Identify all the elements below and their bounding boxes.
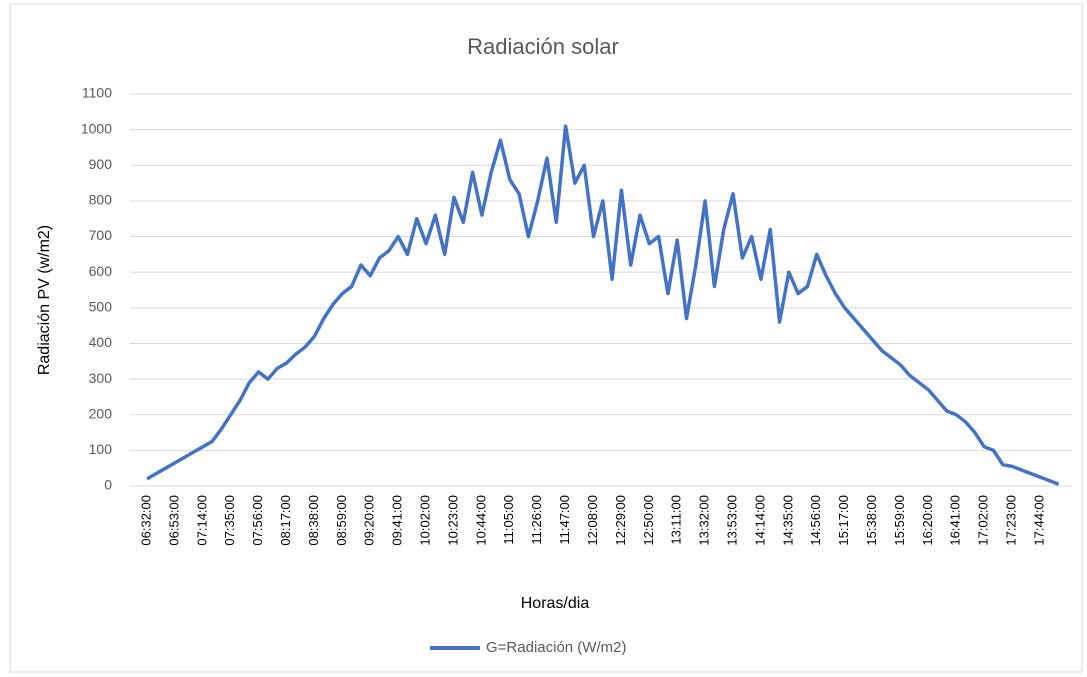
- y-tick-label: 1100: [82, 85, 112, 101]
- x-tick-label: 14:35:00: [780, 495, 795, 546]
- y-tick-label: 200: [89, 405, 113, 421]
- x-tick-label: 13:53:00: [724, 495, 739, 546]
- y-tick-label: 800: [89, 192, 113, 208]
- x-tick-label: 11:26:00: [529, 495, 544, 545]
- x-tick-label: 10:44:00: [473, 495, 488, 546]
- x-tick-label: 11:05:00: [501, 495, 516, 545]
- x-tick-label: 06:53:00: [166, 495, 181, 546]
- x-tick-label: 06:32:00: [138, 495, 153, 546]
- y-tick-label: 0: [104, 477, 112, 493]
- data-line: [146, 124, 1060, 486]
- legend-label: G=Radiación (W/m2): [486, 639, 626, 656]
- x-tick-label: 09:20:00: [362, 495, 377, 546]
- x-tick-label: 15:38:00: [864, 495, 879, 546]
- x-tick-label: 12:08:00: [585, 495, 600, 546]
- x-tick-label: 12:50:00: [641, 495, 656, 546]
- x-tick-label: 10:02:00: [418, 495, 433, 546]
- x-tick-label: 15:59:00: [892, 495, 907, 546]
- y-axis-title: Radiación PV (w/m2): [36, 225, 53, 375]
- x-tick-label: 11:47:00: [557, 495, 572, 545]
- y-tick-label: 600: [89, 263, 113, 279]
- x-tick-label: 17:23:00: [1004, 495, 1019, 546]
- x-tick-label: 08:59:00: [334, 495, 349, 546]
- chart-title: Radiación solar: [467, 34, 619, 59]
- x-tick-label: 14:14:00: [752, 495, 767, 546]
- y-tick-label: 400: [89, 334, 113, 350]
- x-tick-label: 17:02:00: [976, 495, 991, 546]
- y-tick-label: 1000: [81, 120, 112, 136]
- x-tick-label: 07:56:00: [250, 495, 265, 546]
- y-tick-label: 100: [89, 441, 113, 457]
- y-tick-label: 500: [89, 299, 113, 315]
- x-tick-label: 13:32:00: [697, 495, 712, 546]
- x-tick-label: 10:23:00: [445, 495, 460, 546]
- x-tick-label: 08:17:00: [278, 495, 293, 546]
- x-tick-label: 07:35:00: [222, 495, 237, 546]
- x-tick-label: 13:11:00: [669, 495, 684, 545]
- x-tick-label: 08:38:00: [306, 495, 321, 546]
- x-tick-label: 07:14:00: [194, 495, 209, 546]
- x-tick-label: 17:44:00: [1031, 495, 1046, 546]
- y-tick-label: 900: [89, 156, 113, 172]
- y-tick-label: 700: [89, 227, 113, 243]
- x-axis-title: Horas/dia: [521, 595, 590, 612]
- x-tick-label: 12:29:00: [613, 495, 628, 546]
- x-tick-label: 15:17:00: [836, 495, 851, 546]
- x-tick-label: 09:41:00: [390, 495, 405, 546]
- chart-border: [9, 3, 1083, 673]
- x-tick-label: 16:41:00: [948, 495, 963, 546]
- y-tick-label: 300: [89, 370, 113, 386]
- x-tick-label: 16:20:00: [920, 495, 935, 546]
- x-tick-label: 14:56:00: [808, 495, 823, 546]
